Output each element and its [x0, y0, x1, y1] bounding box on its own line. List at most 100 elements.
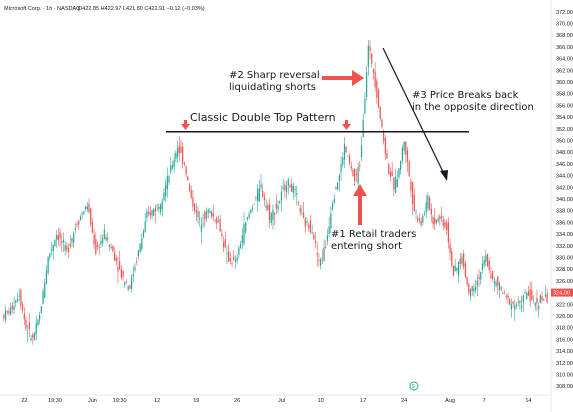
candle: [386, 148, 388, 160]
candle: [309, 214, 312, 235]
candle: [268, 198, 271, 229]
candle: [318, 253, 320, 267]
candle: [6, 310, 8, 315]
x-tick-label: 7: [483, 398, 486, 404]
candle: [125, 279, 128, 285]
x-tick-label: 19: [193, 398, 199, 404]
candle: [171, 160, 174, 171]
candle: [42, 288, 44, 305]
y-tick-label: 364.00: [556, 57, 573, 63]
candle: [400, 160, 402, 175]
candle: [263, 192, 266, 207]
candle: [76, 221, 78, 228]
candle: [320, 257, 322, 270]
candle: [47, 256, 49, 275]
candle: [505, 293, 507, 301]
candle: [119, 250, 121, 270]
candle: [444, 218, 446, 229]
candle: [3, 313, 5, 322]
candle: [374, 61, 376, 92]
x-tick-label: 19:30: [48, 398, 62, 404]
candle: [333, 194, 335, 205]
current-price-badge: 324.00: [551, 288, 573, 297]
candle: [156, 203, 158, 212]
y-tick-label: 350.00: [556, 139, 573, 145]
candle: [314, 232, 317, 249]
candle: [124, 281, 126, 289]
candle: [497, 275, 499, 295]
candle: [205, 207, 208, 222]
candle: [311, 224, 313, 235]
y-tick-label: 316.00: [556, 337, 573, 343]
y-tick-label: 368.00: [556, 33, 573, 39]
candle: [231, 261, 233, 268]
candle: [335, 186, 337, 191]
candle: [342, 151, 344, 168]
candle: [18, 288, 20, 302]
y-tick-label: 348.00: [556, 150, 573, 156]
candle: [381, 117, 383, 129]
candle: [384, 135, 386, 161]
y-tick-label: 312.00: [556, 361, 573, 367]
candle: [251, 205, 254, 213]
candle: [61, 233, 63, 253]
candle: [120, 265, 122, 281]
candle: [456, 267, 458, 274]
candle: [265, 199, 267, 212]
candle: [367, 40, 369, 76]
candle: [415, 208, 417, 220]
y-tick-label: 358.00: [556, 92, 573, 98]
candle: [510, 298, 512, 318]
candle: [544, 285, 547, 298]
candle: [134, 263, 136, 273]
candle: [10, 302, 12, 316]
candle: [480, 271, 482, 285]
candle: [86, 202, 88, 213]
candle: [430, 203, 432, 223]
y-tick-label: 352.00: [556, 127, 573, 133]
candle: [45, 265, 48, 285]
candle: [478, 269, 480, 287]
x-axis-ticks: 22 19:30 Jun 19:30 12 19 26 Jul 10 17 24 Aug 7 14: [21, 398, 531, 404]
candle: [495, 278, 497, 288]
candle: [187, 175, 189, 181]
y-tick-label: 332.00: [556, 244, 573, 250]
candle: [475, 279, 477, 294]
candle: [144, 213, 146, 233]
candle: [245, 222, 247, 234]
candle: [108, 243, 111, 251]
candle: [321, 249, 323, 264]
candle: [524, 288, 526, 294]
candle: [543, 298, 545, 302]
candle: [434, 208, 436, 231]
candle: [362, 113, 364, 138]
candle: [25, 316, 27, 332]
candle: [313, 232, 315, 240]
reversal-label-line1: #2 Sharp reversal: [229, 70, 320, 81]
breakout-label-line1: #3 Price Breaks back: [412, 90, 519, 101]
candle: [59, 228, 61, 247]
candle: [503, 290, 506, 295]
candle: [529, 281, 531, 308]
candle: [113, 247, 116, 262]
candle: [233, 249, 235, 262]
candle: [204, 209, 206, 228]
retail-label-line1: #1 Retail traders: [331, 229, 416, 240]
candle: [255, 196, 257, 202]
candle: [170, 157, 172, 175]
candle: [405, 141, 407, 164]
candle: [519, 299, 521, 310]
candle: [139, 243, 141, 254]
candle: [57, 227, 59, 246]
candle: [73, 231, 75, 249]
candle: [239, 240, 242, 250]
candle: [289, 183, 291, 188]
candle: [153, 208, 155, 216]
candle: [389, 167, 392, 182]
candle: [297, 200, 300, 207]
candle: [429, 195, 431, 211]
reversal-label-line2: liquidating shorts: [229, 82, 316, 93]
y-tick-label: 356.00: [556, 103, 573, 109]
y-tick-label: 362.00: [556, 68, 573, 74]
candle: [403, 141, 405, 155]
